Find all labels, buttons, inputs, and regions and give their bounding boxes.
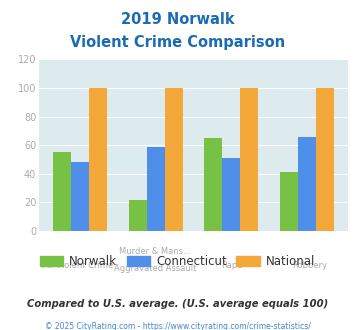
Bar: [204, 138, 222, 231]
Text: © 2025 CityRating.com - https://www.cityrating.com/crime-statistics/: © 2025 CityRating.com - https://www.city…: [45, 322, 310, 330]
Bar: [165, 88, 183, 231]
Text: Aggravated Assault: Aggravated Assault: [114, 264, 196, 273]
Bar: [240, 88, 258, 231]
Bar: [89, 88, 108, 231]
Text: Robbery: Robbery: [292, 261, 327, 270]
Text: Murder & Mans...: Murder & Mans...: [119, 248, 191, 256]
Bar: [222, 158, 240, 231]
Text: All Violent Crime: All Violent Crime: [43, 261, 113, 270]
Text: Rape: Rape: [221, 261, 243, 270]
Text: 2019 Norwalk: 2019 Norwalk: [121, 12, 234, 26]
Bar: [316, 88, 334, 231]
Legend: Norwalk, Connecticut, National: Norwalk, Connecticut, National: [35, 250, 320, 273]
Bar: [129, 200, 147, 231]
Bar: [279, 172, 297, 231]
Text: Violent Crime Comparison: Violent Crime Comparison: [70, 35, 285, 50]
Bar: [147, 147, 165, 231]
Bar: [297, 137, 316, 231]
Text: Compared to U.S. average. (U.S. average equals 100): Compared to U.S. average. (U.S. average …: [27, 299, 328, 309]
Bar: [53, 152, 71, 231]
Bar: [71, 162, 89, 231]
